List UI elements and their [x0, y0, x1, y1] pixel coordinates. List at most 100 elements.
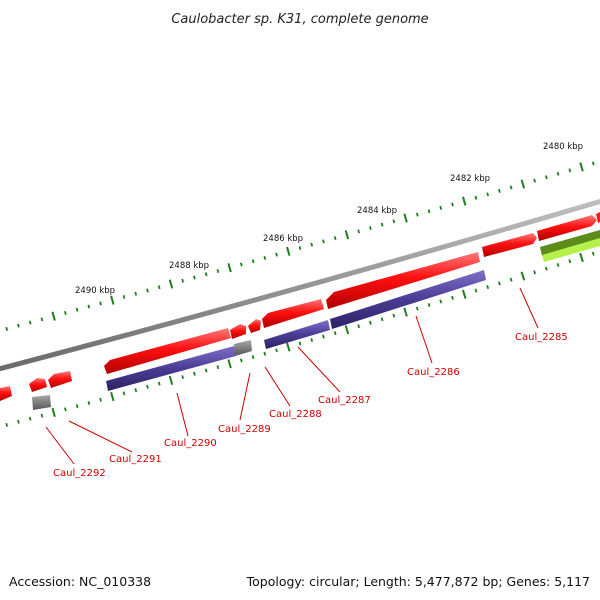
inner-ring-major-tick — [579, 252, 584, 263]
gene-caul-2286-arrow[interactable] — [326, 252, 480, 309]
inner-ring-major-tick — [227, 359, 232, 369]
outer-ring-minor-tick — [146, 288, 149, 293]
inner-ring-minor-tick — [380, 317, 384, 322]
gene-caul-2289-arrow[interactable] — [230, 324, 246, 339]
inner-ring-minor-tick — [591, 251, 595, 256]
outer-ring-minor-tick — [75, 307, 79, 312]
gene-label-caul-2292[interactable]: Caul_2292 — [53, 468, 106, 479]
inner-ring-minor-tick — [533, 270, 537, 275]
forward-strand-genes — [0, 215, 597, 401]
inner-ring-minor-tick — [357, 324, 361, 329]
inner-ring-minor-tick — [204, 368, 208, 373]
feature-caul-2292-grey[interactable] — [32, 395, 51, 410]
protein-caul-2286[interactable] — [330, 270, 486, 329]
protein-caul-2290[interactable] — [106, 346, 236, 391]
outer-ring-minor-tick — [591, 161, 595, 166]
inner-ring-minor-tick — [509, 277, 513, 282]
feature-green-dark[interactable] — [540, 230, 600, 256]
outer-ring-minor-tick — [275, 252, 278, 257]
outer-ring-minor-tick — [533, 178, 536, 183]
outer-ring-minor-tick — [486, 192, 490, 197]
outer-ring-minor-tick — [556, 171, 560, 176]
outer-ring-major-tick — [227, 263, 232, 273]
outer-ring-minor-tick — [415, 212, 419, 217]
outer-ring-major-tick — [286, 246, 291, 256]
inner-ring-minor-tick — [322, 334, 325, 339]
outer-ring-minor-tick — [239, 262, 243, 267]
kbp-label-2484: 2484 kbp — [357, 206, 397, 216]
outer-ring-minor-tick — [298, 246, 302, 250]
outer-ring-major-tick — [168, 279, 174, 289]
feature-red-edge[interactable] — [596, 212, 600, 223]
outer-ring-minor-tick — [509, 185, 513, 190]
outer-ring-minor-tick — [204, 272, 208, 277]
outer-ring-minor-tick — [134, 291, 138, 296]
outer-ring-minor-tick — [28, 320, 32, 325]
gene-caul-2293-arrow[interactable] — [0, 386, 12, 401]
outer-ring-minor-tick — [5, 326, 9, 331]
gene-label-caul-2289[interactable]: Caul_2289 — [218, 424, 271, 435]
gene-label-caul-2287[interactable]: Caul_2287 — [318, 395, 371, 406]
inner-ring-minor-tick — [392, 313, 396, 318]
gene-caul-2291-arrow[interactable] — [48, 371, 72, 388]
inner-ring-major-tick — [344, 325, 350, 335]
genome-backbone — [0, 198, 600, 372]
gene-caul-2290-arrow[interactable] — [104, 328, 231, 374]
gene-caul-2292-arrow[interactable] — [29, 378, 47, 392]
leader-caul-2285 — [519, 287, 539, 329]
outer-ring-minor-tick — [357, 229, 361, 234]
inner-ring-minor-tick — [544, 266, 548, 271]
grey-features — [32, 340, 252, 410]
gene-caul-2288-arrow[interactable] — [248, 319, 261, 333]
feature-green-light[interactable] — [542, 238, 600, 262]
gene-caul-2285-arrow[interactable] — [482, 233, 537, 257]
outer-ring-minor-tick — [369, 226, 372, 231]
outer-ring-major-tick — [51, 311, 56, 321]
feature-caul-2289-grey[interactable] — [234, 340, 252, 356]
outer-ring-minor-tick — [99, 301, 102, 306]
outer-ring-minor-tick — [544, 175, 548, 180]
leader-caul-2291 — [68, 420, 133, 453]
gene-caul-2287-arrow[interactable] — [262, 299, 324, 328]
outer-ring-minor-tick — [157, 285, 161, 290]
outer-ring-minor-tick — [17, 323, 20, 328]
inner-ring-major-tick — [403, 307, 408, 317]
outer-ring-minor-tick — [87, 304, 91, 309]
inner-ring-minor-tick — [75, 404, 79, 409]
kbp-label-2488: 2488 kbp — [169, 261, 209, 271]
inner-ring-minor-tick — [251, 355, 255, 360]
outer-tick-ring — [5, 161, 595, 331]
gene-label-caul-2288[interactable]: Caul_2288 — [269, 409, 322, 420]
accession-text: Accession: NC_010338 — [9, 574, 151, 589]
outer-ring-major-tick — [403, 213, 408, 223]
gene-caul-2284-arrow[interactable] — [537, 215, 597, 241]
outer-ring-minor-tick — [251, 259, 255, 264]
inner-ring-minor-tick — [64, 407, 67, 412]
topology-text: Topology: circular; Length: 5,477,872 bp… — [246, 574, 590, 589]
inner-ring-minor-tick — [28, 416, 32, 421]
protein-caul-2287[interactable] — [264, 320, 330, 349]
inner-tick-ring — [5, 251, 595, 427]
inner-ring-minor-tick — [157, 381, 161, 386]
inner-ring-minor-tick — [474, 288, 478, 293]
green-features — [540, 212, 600, 262]
inner-ring-major-tick — [110, 391, 115, 402]
gene-label-caul-2290[interactable]: Caul_2290 — [164, 438, 217, 449]
kbp-label-2486: 2486 kbp — [263, 234, 303, 244]
inner-ring-major-tick — [520, 271, 526, 281]
inner-ring-major-tick — [51, 407, 56, 418]
outer-ring-minor-tick — [64, 310, 67, 315]
outer-ring-minor-tick — [216, 269, 220, 273]
leader-caul-2287 — [297, 346, 341, 393]
gene-label-caul-2286[interactable]: Caul_2286 — [407, 367, 460, 378]
inner-ring-major-tick — [168, 375, 174, 385]
gene-labels: Caul_2285 Caul_2286 Caul_2287 Caul_2288 … — [53, 332, 568, 479]
outer-ring-minor-tick — [498, 188, 501, 193]
gene-label-caul-2291[interactable]: Caul_2291 — [109, 454, 162, 465]
outer-ring-minor-tick — [568, 168, 572, 173]
outer-ring-major-tick — [344, 230, 350, 240]
outer-ring-major-tick — [462, 196, 467, 206]
gene-label-caul-2285[interactable]: Caul_2285 — [515, 332, 568, 343]
inner-ring-minor-tick — [17, 419, 20, 424]
